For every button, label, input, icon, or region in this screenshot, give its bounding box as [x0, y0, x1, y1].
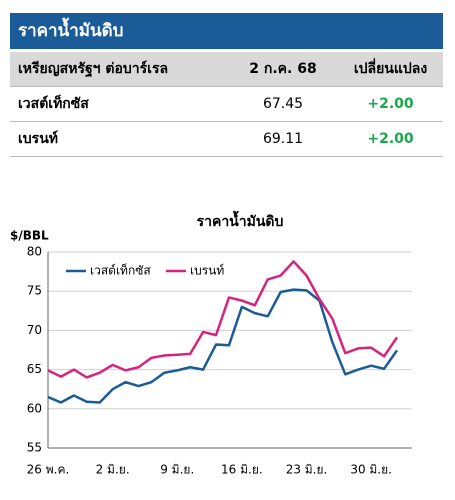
table-header: เหรียญสหรัฐฯ ต่อบาร์เรล 2 ก.ค. 68 เปลี่ย… [10, 52, 443, 87]
cell: +2.00 [367, 96, 414, 112]
header-cell: เหรียญสหรัฐฯ ต่อบาร์เรล [18, 61, 169, 77]
x-tick-label: 23 มิ.ย. [286, 463, 328, 477]
x-tick-label: 16 มิ.ย. [221, 463, 263, 477]
cell: 69.11 [262, 131, 304, 147]
line-series [47, 288, 399, 404]
y-tick-label: 75 [27, 284, 42, 298]
y-tick-label: 65 [27, 362, 42, 376]
y-tick-label: 55 [27, 441, 42, 455]
price-table: ราคาน้ำมันดิบ เหรียญสหรัฐฯ ต่อบาร์เรล 2 … [10, 13, 443, 157]
table-row: เบรนท์ 69.11 +2.00 [10, 122, 443, 157]
legend-label: เวสต์เท็กซัส [90, 263, 151, 278]
y-tick-label: 60 [27, 401, 42, 415]
table-row: เวสต์เท็กซัส 67.45 +2.00 [10, 87, 443, 122]
legend-label: เบรนท์ [190, 264, 224, 278]
header-cell: เปลี่ยนแปลง [353, 61, 428, 77]
y-tick-label: 80 [27, 245, 42, 259]
cell: 67.45 [262, 96, 304, 112]
cell: +2.00 [367, 131, 414, 147]
y-axis-label: $/BBL [10, 229, 49, 243]
y-tick-label: 70 [27, 323, 42, 337]
cell: เบรนท์ [18, 131, 58, 147]
x-tick-label: 9 มิ.ย. [160, 463, 194, 477]
table-title: ราคาน้ำมันดิบ [10, 13, 443, 49]
header-cell: 2 ก.ค. 68 [249, 61, 317, 77]
chart-title: ราคาน้ำมันดิบ [197, 210, 284, 230]
cell: เวสต์เท็กซัส [18, 96, 89, 112]
line-series [47, 260, 399, 379]
x-tick-label: 26 พ.ค. [27, 463, 70, 477]
x-tick-label: 2 มิ.ย. [96, 463, 130, 477]
x-tick-label: 30 มิ.ย. [350, 463, 392, 477]
